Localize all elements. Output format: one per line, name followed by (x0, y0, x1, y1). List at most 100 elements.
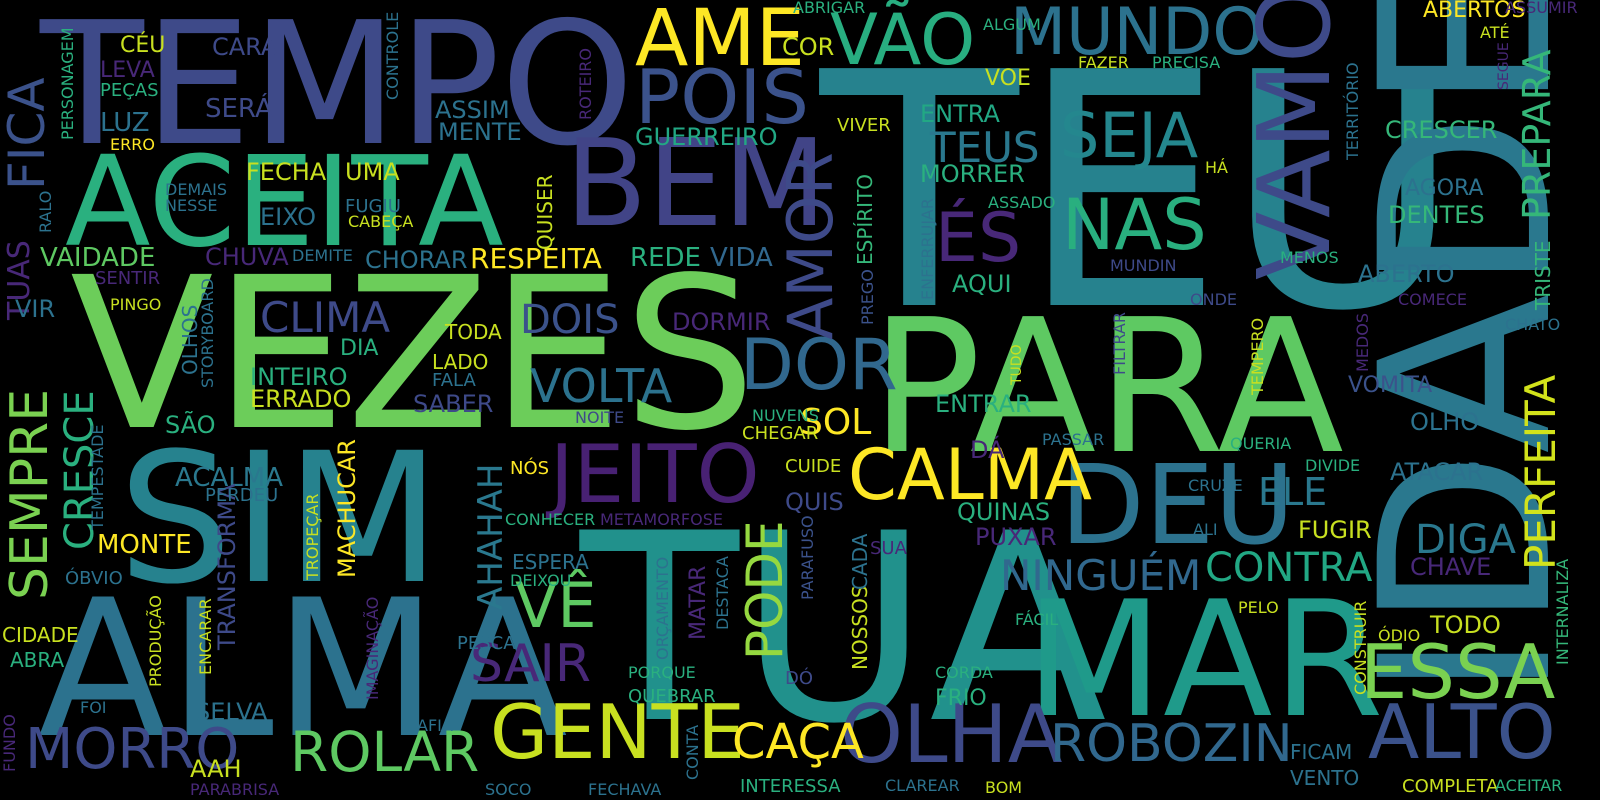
word-crescer: CRESCER (1385, 116, 1498, 144)
word-são: SÃO (165, 411, 216, 439)
word-leva: LEVA (100, 58, 155, 83)
word-afia: AFIA (417, 716, 453, 735)
word-aah: AAH (190, 755, 242, 783)
word-clima: CLIMA (260, 293, 391, 342)
word-sempre: SEMPRE (0, 388, 60, 600)
word-olhos: OLHOS (178, 304, 202, 375)
word-rede: REDE (630, 243, 701, 273)
word-nuvens: NUVENS (752, 406, 819, 425)
word-agora: AGORA (1405, 176, 1484, 201)
word-território: TERRITÓRIO (1343, 62, 1362, 160)
word-tudo: TUDO (1009, 344, 1025, 385)
word-luz: LUZ (100, 108, 150, 138)
word-tempero: TEMPERO (1248, 317, 1267, 395)
word-cuide: CUIDE (785, 456, 842, 477)
word-prego: PREGO (858, 269, 877, 325)
word-medos: MEDOS (1353, 313, 1372, 372)
word-aberto: ABERTO (1358, 260, 1455, 288)
word-ninguém: NINGUÉM (1000, 551, 1202, 600)
word-mundo: MUNDO (1010, 0, 1264, 70)
word-enferrujar: ENFERRUJAR (918, 198, 937, 300)
word-sua: SUA (870, 538, 907, 559)
word-completa: COMPLETA (1402, 776, 1499, 797)
word-pingo: PINGO (110, 295, 162, 314)
word-matar: MATAR (686, 565, 711, 640)
word-demais: DEMAIS (165, 180, 228, 199)
word-ali: ALI (1193, 520, 1218, 539)
word-dentes: DENTES (1388, 201, 1485, 229)
word-ame: AME (635, 0, 805, 84)
word-olho: OLHO (1410, 408, 1480, 436)
word-nesse: NESSE (165, 196, 218, 215)
word-deu: DEU (1060, 441, 1295, 569)
word-algum: ALGUM (983, 15, 1041, 34)
word-ficam: FICAM (1290, 740, 1353, 764)
word-cidade: CIDADE (2, 623, 79, 647)
word-olha: OLHA (840, 688, 1063, 781)
word-quinas: QUINAS (957, 498, 1051, 526)
word-frio: FRIO (935, 686, 987, 711)
word-roteiro: ROTEIRO (576, 47, 595, 120)
word-nossos: NOSSOS (848, 585, 872, 670)
word-monte: MONTE (97, 530, 192, 560)
word-vento: VENTO (1290, 766, 1360, 790)
word-aqui: AQUI (952, 270, 1012, 298)
word-deixou: DEIXOU (510, 571, 572, 590)
word-dia: DIA (340, 336, 379, 361)
word-há: HÁ (1205, 158, 1228, 177)
word-até: ATÉ (1480, 23, 1510, 42)
word-parabrisa: PARABRISA (190, 780, 280, 799)
word-entrar: ENTRAR (935, 390, 1032, 418)
word-morro: MORRO (25, 717, 240, 782)
word-assado: ASSADO (988, 193, 1056, 212)
word-volta: VOLTA (530, 359, 673, 413)
word-tempo: TEMPO (40, 0, 635, 184)
word-selva: SELVA (195, 698, 268, 726)
word-será: SERÁ (205, 94, 273, 124)
word-menos: MENOS (1280, 248, 1339, 267)
word-assim: ASSIM (435, 96, 510, 124)
word-parafuso: PARAFUSO (798, 515, 817, 600)
word-destaca: DESTACA (713, 556, 732, 630)
word-interessa: INTERESSA (740, 776, 841, 797)
word-vir: VIR (15, 295, 56, 323)
word-precisa: PRECISA (1152, 53, 1221, 72)
word-aceita: ACEITA (65, 130, 504, 275)
word-gente: GENTE (490, 688, 745, 776)
word-calma: CALMA (848, 434, 1093, 516)
word-guerreiro: GUERREIRO (635, 123, 778, 151)
word-vamos: VAMOS (1236, 0, 1353, 280)
word-tempestade: TEMPESTADE (88, 424, 107, 530)
word-sair: SAIR (470, 634, 592, 694)
word-pode: PODE (736, 520, 794, 660)
word-bom: BOM (985, 778, 1023, 797)
word-bem: BEM (565, 115, 827, 254)
word-toda: TODA (445, 320, 502, 344)
word-personagem: PERSONAGEM (58, 27, 77, 140)
word-saber: SABER (413, 390, 494, 418)
word-fugir: FUGIR (1298, 516, 1372, 544)
word-sentir: SENTIR (95, 268, 161, 289)
word-passar: PASSAR (1042, 430, 1105, 449)
word-seja: SEJA (1060, 99, 1199, 172)
word-fica: FICA (0, 77, 56, 190)
word-demite: DEMITE (292, 246, 353, 265)
word-pelo: PELO (1238, 598, 1279, 617)
word-ele: ELE (1258, 470, 1328, 514)
word-perfeita: PERFEITA (1516, 374, 1565, 570)
word-morrer: MORRER (920, 160, 1025, 188)
word-diga: DIGA (1415, 517, 1516, 563)
word-dá: DÁ (970, 436, 1005, 464)
word-filtrar: FILTRAR (1110, 312, 1129, 375)
word-peças: PEÇAS (100, 80, 159, 101)
word-metamorfose: METAMORFOSE (600, 510, 723, 529)
word-fechava: FECHAVA (588, 780, 662, 799)
word-chave: CHAVE (1410, 553, 1492, 581)
word-sim: SIM (118, 415, 441, 624)
word-contra: CONTRA (1205, 545, 1373, 591)
word-dois: DOIS (520, 297, 620, 343)
word-quis: QUIS (785, 488, 844, 516)
word-fala: FALA (432, 370, 476, 391)
word-corda: CORDA (935, 663, 993, 682)
word-construir: CONSTRUIR (1351, 600, 1370, 695)
